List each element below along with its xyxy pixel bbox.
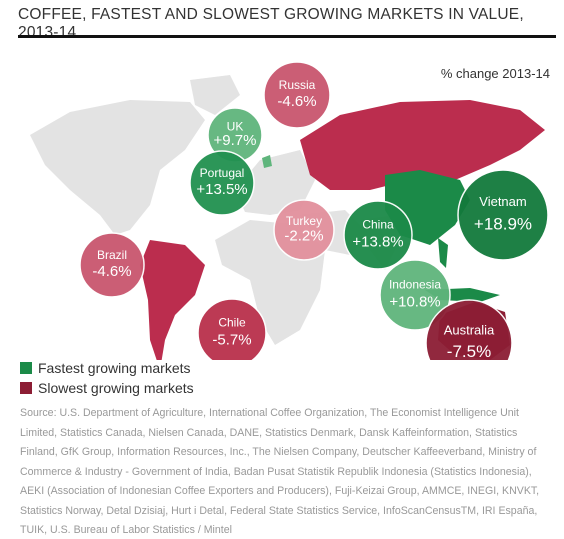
market-bubble xyxy=(457,169,549,261)
source: Source: U.S. Department of Agriculture, … xyxy=(20,407,540,536)
market-value: -4.6% xyxy=(92,263,131,280)
market-value: -7.5% xyxy=(447,342,491,360)
north-america xyxy=(30,100,205,235)
market-bubble xyxy=(189,150,255,216)
market-name: Portugal xyxy=(200,166,245,180)
market-bubble xyxy=(425,299,513,360)
market-name: Brazil xyxy=(97,248,127,262)
market-value: -2.2% xyxy=(284,228,323,245)
subtitle: % change 2013-14 xyxy=(440,66,550,81)
market-name: Indonesia xyxy=(389,277,441,291)
market-name: Australia xyxy=(444,322,495,337)
market-value: +9.7% xyxy=(214,132,257,149)
title-rule xyxy=(18,35,556,38)
market-value: +13.8% xyxy=(352,233,403,250)
legend-item: Slowest growing markets xyxy=(20,378,194,398)
legend-swatch xyxy=(20,382,32,394)
market-name: China xyxy=(362,218,394,232)
portugal-uk xyxy=(262,155,272,168)
market-bubble xyxy=(273,199,335,261)
market-value: +10.8% xyxy=(389,294,440,311)
market-bubble xyxy=(79,232,145,298)
market-value: +18.9% xyxy=(474,214,532,233)
market-bubble xyxy=(379,259,451,331)
legend: Fastest growing markets Slowest growing m… xyxy=(20,358,194,398)
market-bubble xyxy=(343,200,413,270)
world-map: Russia-4.6%UK+9.7%Portugal+13.5%Turkey-2… xyxy=(30,61,549,360)
greenland xyxy=(190,75,240,115)
vietnam xyxy=(438,238,448,268)
market-name: Turkey xyxy=(286,214,322,228)
legend-item: Fastest growing markets xyxy=(20,358,194,378)
market-bubble xyxy=(263,61,331,129)
legend-swatch xyxy=(20,362,32,374)
market-value: +13.5% xyxy=(196,181,247,198)
market-value: -4.6% xyxy=(277,93,316,110)
market-name: Vietnam xyxy=(479,194,526,209)
legend-label: Slowest growing markets xyxy=(38,380,194,396)
europe xyxy=(235,150,315,215)
legend-label: Fastest growing markets xyxy=(38,360,191,376)
market-name: Russia xyxy=(279,78,316,92)
brazil-chile xyxy=(140,240,205,360)
russia xyxy=(300,100,545,190)
market-value: -5.7% xyxy=(212,331,251,348)
market-name: UK xyxy=(227,120,244,134)
market-name: Chile xyxy=(218,316,246,330)
market-bubble xyxy=(197,298,267,360)
